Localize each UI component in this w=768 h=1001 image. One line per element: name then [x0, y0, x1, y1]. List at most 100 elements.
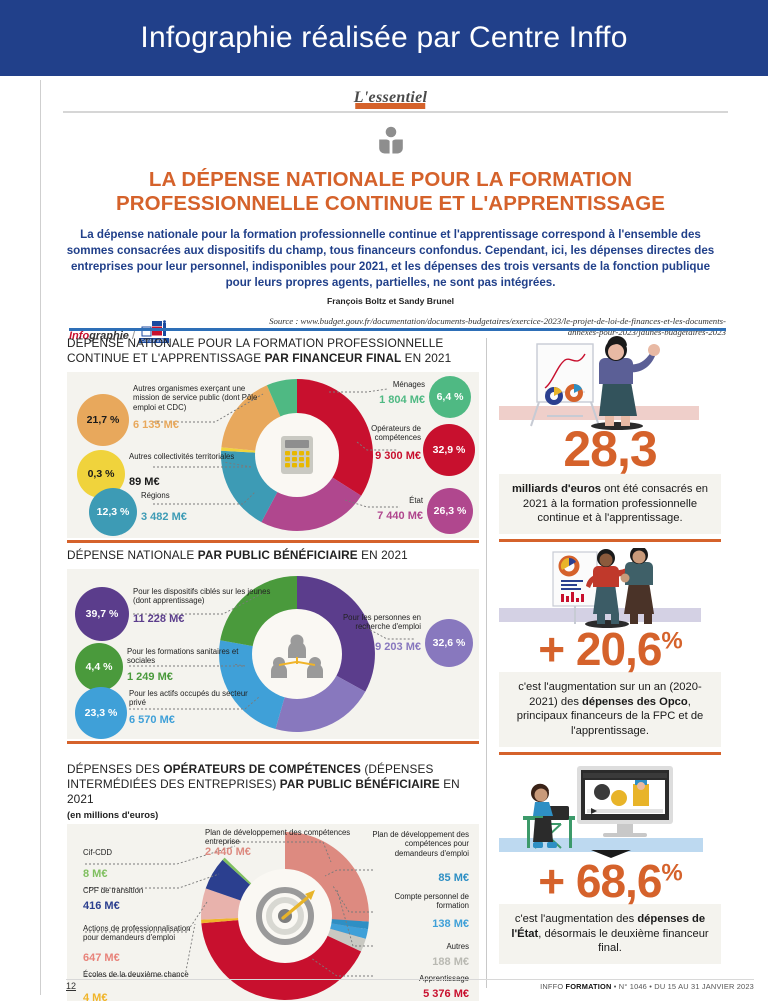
panel-subtitle-opco: (en millions d'euros): [67, 809, 159, 821]
label-autres: Autres: [446, 942, 469, 952]
header-divider: [63, 111, 728, 113]
label-jeunes: Pour les dispositifs ciblés sur les jeun…: [133, 587, 271, 606]
column-divider: [486, 338, 487, 988]
two-people-chart-board-icon: [499, 546, 721, 630]
card-68-6-percent-symbol: %: [661, 859, 682, 887]
panel-1-accent-bar: [67, 540, 479, 544]
page-number: 12: [66, 981, 77, 991]
card-20-6-percent-symbol: %: [661, 627, 682, 655]
bubble-menages: 6,4 %: [429, 376, 471, 419]
essentiel-badge: L'essentiel: [350, 89, 432, 109]
card-20-6-text: c'est l'augmentation sur un an (2020-202…: [499, 672, 721, 747]
card-28-3-text: milliards d'euros ont été consacrés en 2…: [499, 474, 721, 534]
donut-financeur-final: [153, 379, 400, 532]
card-20-6: + 20,6% c'est l'augmentation sur un an (…: [499, 546, 721, 755]
blue-divider: [69, 328, 726, 331]
essentiel-label: L'essentiel: [353, 89, 428, 106]
value-cpf-transition: 416 M€: [83, 900, 120, 913]
card-28-3: 28,3 milliards d'euros ont été consacrés…: [499, 336, 721, 542]
value-autres-organismes: 6 135 M€: [133, 419, 179, 432]
essentiel-header: L'essentiel: [41, 86, 740, 120]
donut-public-beneficiaire: [129, 576, 415, 733]
label-autres-organismes: Autres organismes exerçant une mission d…: [133, 384, 258, 412]
card-68-6: + 68,6% c'est l'augmentation des dépense…: [499, 762, 721, 964]
chart-public-beneficiaire: 39,7 % Pour les dispositifs ciblés sur l…: [67, 569, 479, 740]
value-ecoles-deuxieme-chance: 4 M€: [83, 992, 108, 1001]
woman-laptop-screen-icon: [499, 762, 721, 862]
label-actions-professionnalisation: Actions de professionnalisation pour dem…: [83, 924, 191, 943]
value-autres-collectivites: 89 M€: [129, 476, 160, 489]
bubble-etat: 26,3 %: [427, 488, 473, 535]
label-operateurs: Opérateurs de compétences: [371, 424, 421, 443]
publication-info: INFFO FORMATION • N° 1046 • DU 15 AU 31 …: [540, 982, 754, 991]
logo-slash: /: [131, 326, 136, 342]
chart-financeur-final: 21,7 % Autres organismes exerçant une mi…: [67, 372, 479, 539]
label-autres-collectivites: Autres collectivités territoriales: [129, 452, 235, 462]
card-28-3-number: 28,3: [563, 421, 657, 477]
label-regions: Régions: [141, 491, 170, 501]
card-20-6-number: + 20,6%: [538, 623, 683, 675]
label-cpf: Compte personnel de formation: [394, 892, 469, 911]
value-plan-dev-entreprise: 2 440 M€: [205, 846, 251, 859]
label-apprentissage: Apprentissage: [369, 974, 469, 983]
page-sheet: L'essentiel LA DÉPENSE NATIONALE POUR LA…: [40, 80, 740, 1001]
value-sanitaires: 1 249 M€: [127, 671, 173, 684]
value-apprentissage: 5 376 M€: [423, 988, 469, 1001]
calculator-icon: [281, 436, 313, 475]
reader-icon: [41, 126, 740, 160]
chart-opco: Cif-CDD 8 M€ CPF de transition 416 M€ Ac…: [67, 824, 479, 1001]
label-plan-dev-entreprise: Plan de développement des compétences en…: [205, 828, 351, 847]
value-recherche-emploi: 9 203 M€: [375, 641, 421, 654]
essentiel-underline: [355, 103, 426, 109]
label-plan-dev-demandeurs: Plan de développement des compétences po…: [372, 830, 469, 858]
label-etat: État: [409, 496, 423, 506]
panel-2-accent-bar: [67, 741, 479, 745]
label-menages: Ménages: [392, 380, 425, 390]
panel-title-opco: DÉPENSES DES OPÉRATEURS DE COMPÉTENCES (…: [67, 762, 460, 807]
value-autres: 188 M€: [432, 956, 469, 969]
source-text: Source : www.budget.gouv.fr/documentatio…: [269, 315, 726, 338]
page-footer: 12 INFFO FORMATION • N° 1046 • DU 15 AU …: [40, 979, 768, 999]
card-28-3-accent-bar: [499, 538, 721, 542]
panel-title-financeur-final: DÉPENSE NATIONALE POUR LA FORMATION PROF…: [67, 336, 452, 366]
panel-title-public-beneficiaire: DÉPENSE NATIONALE PAR PUBLIC BÉNÉFICIAIR…: [67, 548, 408, 562]
value-operateurs: 9 300 M€: [375, 450, 421, 463]
bubble-regions: 12,3 %: [89, 488, 137, 537]
label-sanitaires: Pour les formations sanitaires et social…: [127, 647, 239, 666]
card-68-6-number: + 68,6%: [538, 855, 683, 907]
target-icon: [256, 887, 315, 946]
panel-financeur-final: DÉPENSE NATIONALE POUR LA FORMATION PROF…: [67, 336, 479, 544]
top-banner: Infographie réalisée par Centre Inffo: [0, 0, 768, 76]
card-68-6-text: c'est l'augmentation des dépenses de l'É…: [499, 904, 721, 964]
bubble-recherche-emploi: 32,6 %: [425, 619, 473, 668]
woman-presenting-flipchart-icon: [499, 336, 721, 432]
value-regions: 3 482 M€: [141, 511, 187, 524]
people-group-icon: [271, 634, 323, 679]
footer-divider: [66, 979, 754, 980]
lead-paragraph: La dépense nationale pour la formation p…: [66, 228, 715, 289]
bubble-operateurs: 32,9 %: [423, 424, 475, 477]
value-plan-dev-demandeurs: 85 M€: [438, 872, 469, 885]
centre-inffo-logo-label: Centre Inffo: [138, 337, 169, 343]
bubble-autres-organismes: 21,7 %: [77, 394, 129, 447]
bubble-actifs: 23,3 %: [75, 687, 127, 740]
infographie-logo-text: Infographie: [69, 329, 129, 342]
label-actifs: Pour les actifs occupés du secteur privé: [129, 689, 248, 708]
label-cif-cdd: Cif-CDD: [83, 848, 113, 858]
value-menages: 1 804 M€: [379, 394, 425, 407]
value-jeunes: 11 228 M€: [133, 613, 185, 626]
label-recherche-emploi: Pour les personnes en recherche d'emploi: [342, 613, 421, 632]
label-cpf-transition: CPF de transition: [83, 886, 144, 896]
panel-opco: DÉPENSES DES OPÉRATEURS DE COMPÉTENCES (…: [67, 762, 479, 1001]
bubble-jeunes: 39,7 %: [75, 587, 129, 642]
value-actifs: 6 570 M€: [129, 714, 175, 727]
value-cif-cdd: 8 M€: [83, 868, 108, 881]
label-ecoles-deuxieme-chance: Écoles de la deuxième chance: [83, 970, 189, 980]
banner-title: Infographie réalisée par Centre Inffo: [140, 21, 628, 54]
bubble-sanitaires: 4,4 %: [75, 643, 123, 692]
panel-public-beneficiaire: DÉPENSE NATIONALE PAR PUBLIC BÉNÉFICIAIR…: [67, 548, 479, 745]
value-cpf: 138 M€: [432, 918, 469, 931]
page-title: LA DÉPENSE NATIONALE POUR LA FORMATION P…: [115, 168, 666, 216]
card-20-6-accent-bar: [499, 751, 721, 755]
